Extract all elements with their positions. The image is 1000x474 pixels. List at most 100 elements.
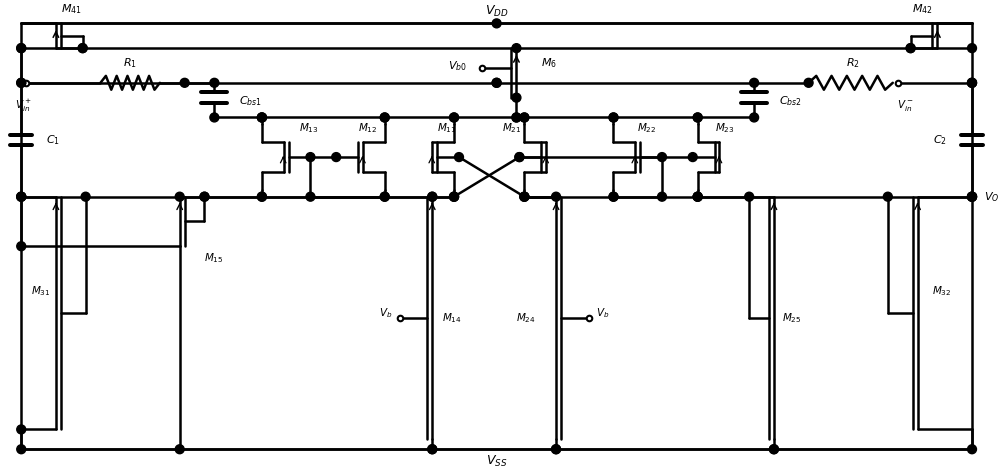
Circle shape <box>17 192 26 201</box>
Text: $V_{b0}$: $V_{b0}$ <box>448 59 467 73</box>
Circle shape <box>520 192 529 201</box>
Circle shape <box>693 113 702 122</box>
Circle shape <box>210 78 219 87</box>
Text: $M_{31}$: $M_{31}$ <box>31 284 51 298</box>
Circle shape <box>512 93 521 102</box>
Circle shape <box>450 192 458 201</box>
Text: $M_{21}$: $M_{21}$ <box>502 121 521 135</box>
Circle shape <box>428 445 437 454</box>
Circle shape <box>512 113 521 122</box>
Circle shape <box>455 153 463 162</box>
Text: $M_{24}$: $M_{24}$ <box>516 311 536 325</box>
Text: $V_{in}^+$: $V_{in}^+$ <box>15 98 32 114</box>
Text: $M_{22}$: $M_{22}$ <box>637 121 657 135</box>
Circle shape <box>175 192 184 201</box>
Circle shape <box>81 192 90 201</box>
Circle shape <box>968 192 976 201</box>
Text: $M_{23}$: $M_{23}$ <box>715 121 734 135</box>
Text: $V_b$: $V_b$ <box>379 306 393 320</box>
Text: $V_O$: $V_O$ <box>984 190 999 204</box>
Circle shape <box>17 78 26 87</box>
Text: $M_6$: $M_6$ <box>541 56 557 70</box>
Circle shape <box>17 242 26 251</box>
Circle shape <box>693 192 702 201</box>
Text: $M_{32}$: $M_{32}$ <box>932 284 952 298</box>
Text: $M_{13}$: $M_{13}$ <box>299 121 318 135</box>
Circle shape <box>658 192 666 201</box>
Circle shape <box>520 192 529 201</box>
Circle shape <box>428 192 437 201</box>
Circle shape <box>520 113 529 122</box>
Circle shape <box>520 192 529 201</box>
Circle shape <box>257 113 266 122</box>
Text: $V_{SS}$: $V_{SS}$ <box>486 454 507 469</box>
Circle shape <box>380 192 389 201</box>
Circle shape <box>450 113 458 122</box>
Circle shape <box>257 113 266 122</box>
Circle shape <box>769 445 778 454</box>
Text: $C_{bs1}$: $C_{bs1}$ <box>239 94 262 108</box>
Circle shape <box>428 445 437 454</box>
Text: $V_b$: $V_b$ <box>596 306 609 320</box>
Text: $M_{15}$: $M_{15}$ <box>204 251 224 265</box>
Circle shape <box>512 44 521 53</box>
Text: $M_{14}$: $M_{14}$ <box>442 311 462 325</box>
Text: $V_{in}^-$: $V_{in}^-$ <box>897 98 914 113</box>
Circle shape <box>804 78 813 87</box>
Circle shape <box>968 192 976 201</box>
Circle shape <box>257 192 266 201</box>
Circle shape <box>306 153 315 162</box>
Circle shape <box>769 445 778 454</box>
Circle shape <box>609 192 618 201</box>
Circle shape <box>380 113 389 122</box>
Text: $V_{DD}$: $V_{DD}$ <box>485 4 508 19</box>
Circle shape <box>609 113 618 122</box>
Circle shape <box>180 78 189 87</box>
Circle shape <box>492 19 501 28</box>
Circle shape <box>968 44 976 53</box>
Circle shape <box>257 192 266 201</box>
Circle shape <box>512 113 521 122</box>
Circle shape <box>693 113 702 122</box>
Circle shape <box>906 44 915 53</box>
Circle shape <box>968 78 976 87</box>
Circle shape <box>210 113 219 122</box>
Circle shape <box>450 192 458 201</box>
Circle shape <box>520 113 529 122</box>
Circle shape <box>658 153 666 162</box>
Circle shape <box>693 192 702 201</box>
Circle shape <box>17 192 26 201</box>
Circle shape <box>450 113 458 122</box>
Text: $M_{42}$: $M_{42}$ <box>912 3 932 17</box>
Text: $M_{11}$: $M_{11}$ <box>437 121 457 135</box>
Circle shape <box>78 44 87 53</box>
Circle shape <box>552 445 561 454</box>
Circle shape <box>17 78 26 87</box>
Circle shape <box>750 78 759 87</box>
Circle shape <box>968 192 976 201</box>
Circle shape <box>515 153 524 162</box>
Circle shape <box>492 78 501 87</box>
Circle shape <box>552 192 561 201</box>
Circle shape <box>17 44 26 53</box>
Circle shape <box>552 445 561 454</box>
Circle shape <box>257 113 266 122</box>
Circle shape <box>306 192 315 201</box>
Circle shape <box>688 153 697 162</box>
Text: $M_{12}$: $M_{12}$ <box>358 121 377 135</box>
Circle shape <box>515 153 524 162</box>
Circle shape <box>380 192 389 201</box>
Circle shape <box>968 78 976 87</box>
Circle shape <box>906 44 915 53</box>
Text: $C_{bs2}$: $C_{bs2}$ <box>779 94 802 108</box>
Circle shape <box>745 192 754 201</box>
Circle shape <box>17 425 26 434</box>
Circle shape <box>968 192 976 201</box>
Circle shape <box>380 113 389 122</box>
Text: $C_1$: $C_1$ <box>46 133 60 146</box>
Circle shape <box>450 192 458 201</box>
Circle shape <box>332 153 341 162</box>
Circle shape <box>883 192 892 201</box>
Circle shape <box>609 113 618 122</box>
Circle shape <box>428 192 437 201</box>
